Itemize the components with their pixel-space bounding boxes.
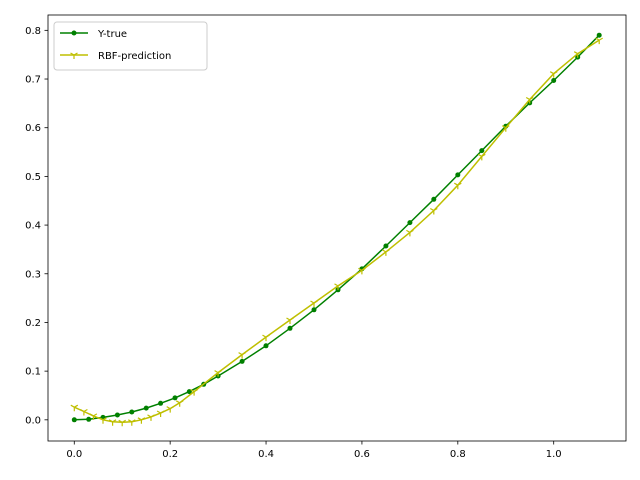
x-tick-label: 0.4	[258, 449, 274, 460]
data-point	[158, 400, 164, 406]
data-point	[595, 37, 603, 45]
data-point	[238, 352, 246, 359]
data-point	[239, 358, 245, 364]
data-point	[114, 412, 120, 418]
data-point	[70, 404, 79, 412]
data-point	[478, 153, 486, 161]
series-layer	[70, 32, 603, 427]
data-point	[147, 414, 155, 421]
data-point	[71, 417, 77, 423]
data-point	[89, 413, 98, 420]
data-point	[311, 307, 317, 313]
y-axis-ticks: 0.0 0.1 0.2 0.3 0.4 0.5 0.6 0.7 0.8	[25, 26, 48, 426]
legend-marker-y-true	[71, 30, 77, 36]
data-point	[383, 243, 389, 249]
series-rbf-prediction	[70, 37, 603, 427]
data-point	[118, 419, 126, 427]
legend: Y-true RBF-prediction	[53, 21, 208, 71]
data-point	[190, 389, 198, 396]
x-axis-ticks: 0.0 0.2 0.4 0.6 0.8 1.0	[66, 441, 562, 460]
data-point	[262, 334, 270, 342]
data-point	[430, 207, 438, 215]
y-tick-label: 0.0	[25, 415, 41, 426]
data-point	[551, 78, 557, 83]
y-tick-label: 0.2	[25, 318, 41, 329]
data-point	[286, 317, 294, 324]
data-point	[175, 400, 184, 407]
data-point	[334, 283, 342, 290]
data-point	[382, 249, 390, 256]
data-point	[99, 417, 107, 424]
data-point	[80, 408, 88, 416]
data-point	[287, 325, 293, 331]
data-point	[156, 410, 165, 417]
legend-label-rbf-prediction: RBF-prediction	[98, 51, 171, 62]
legend-box	[53, 21, 208, 71]
y-tick-label: 0.1	[25, 367, 41, 378]
data-point	[407, 220, 413, 226]
data-point	[525, 96, 534, 104]
data-point	[549, 71, 558, 78]
legend-marker-rbf-prediction	[70, 52, 78, 59]
data-point	[502, 125, 510, 132]
series-y-true	[71, 32, 602, 423]
data-point	[128, 419, 136, 426]
data-point	[172, 395, 178, 401]
x-tick-label: 0.8	[450, 449, 466, 460]
data-point	[406, 229, 414, 237]
data-point	[596, 32, 602, 38]
y-tick-label: 0.7	[25, 75, 41, 86]
series-line-rbf-prediction	[73, 39, 600, 424]
data-point	[431, 196, 437, 202]
data-point	[108, 419, 117, 426]
data-point	[214, 370, 222, 377]
y-tick-label: 0.8	[25, 26, 41, 37]
data-point	[454, 182, 462, 190]
axes-background	[48, 15, 626, 441]
legend-label-y-true: Y-true	[97, 29, 127, 40]
x-tick-label: 0.2	[162, 449, 178, 460]
data-point	[358, 267, 366, 275]
y-tick-label: 0.6	[25, 123, 41, 134]
data-point	[455, 172, 461, 178]
y-tick-label: 0.4	[25, 221, 41, 232]
x-tick-label: 0.0	[66, 449, 82, 460]
data-point	[479, 148, 485, 154]
y-tick-label: 0.5	[25, 172, 41, 183]
x-tick-label: 1.0	[546, 449, 562, 460]
data-point	[129, 409, 135, 415]
data-point	[186, 389, 192, 395]
data-point	[86, 416, 92, 422]
data-point	[137, 417, 146, 424]
data-point	[143, 405, 149, 411]
y-tick-label: 0.3	[25, 269, 41, 280]
plot-area	[48, 15, 626, 441]
data-point	[166, 406, 174, 413]
data-point	[573, 51, 582, 58]
data-point	[310, 300, 318, 307]
axes-frame	[47, 14, 627, 442]
x-tick-label: 0.6	[354, 449, 370, 460]
data-point	[263, 343, 269, 349]
